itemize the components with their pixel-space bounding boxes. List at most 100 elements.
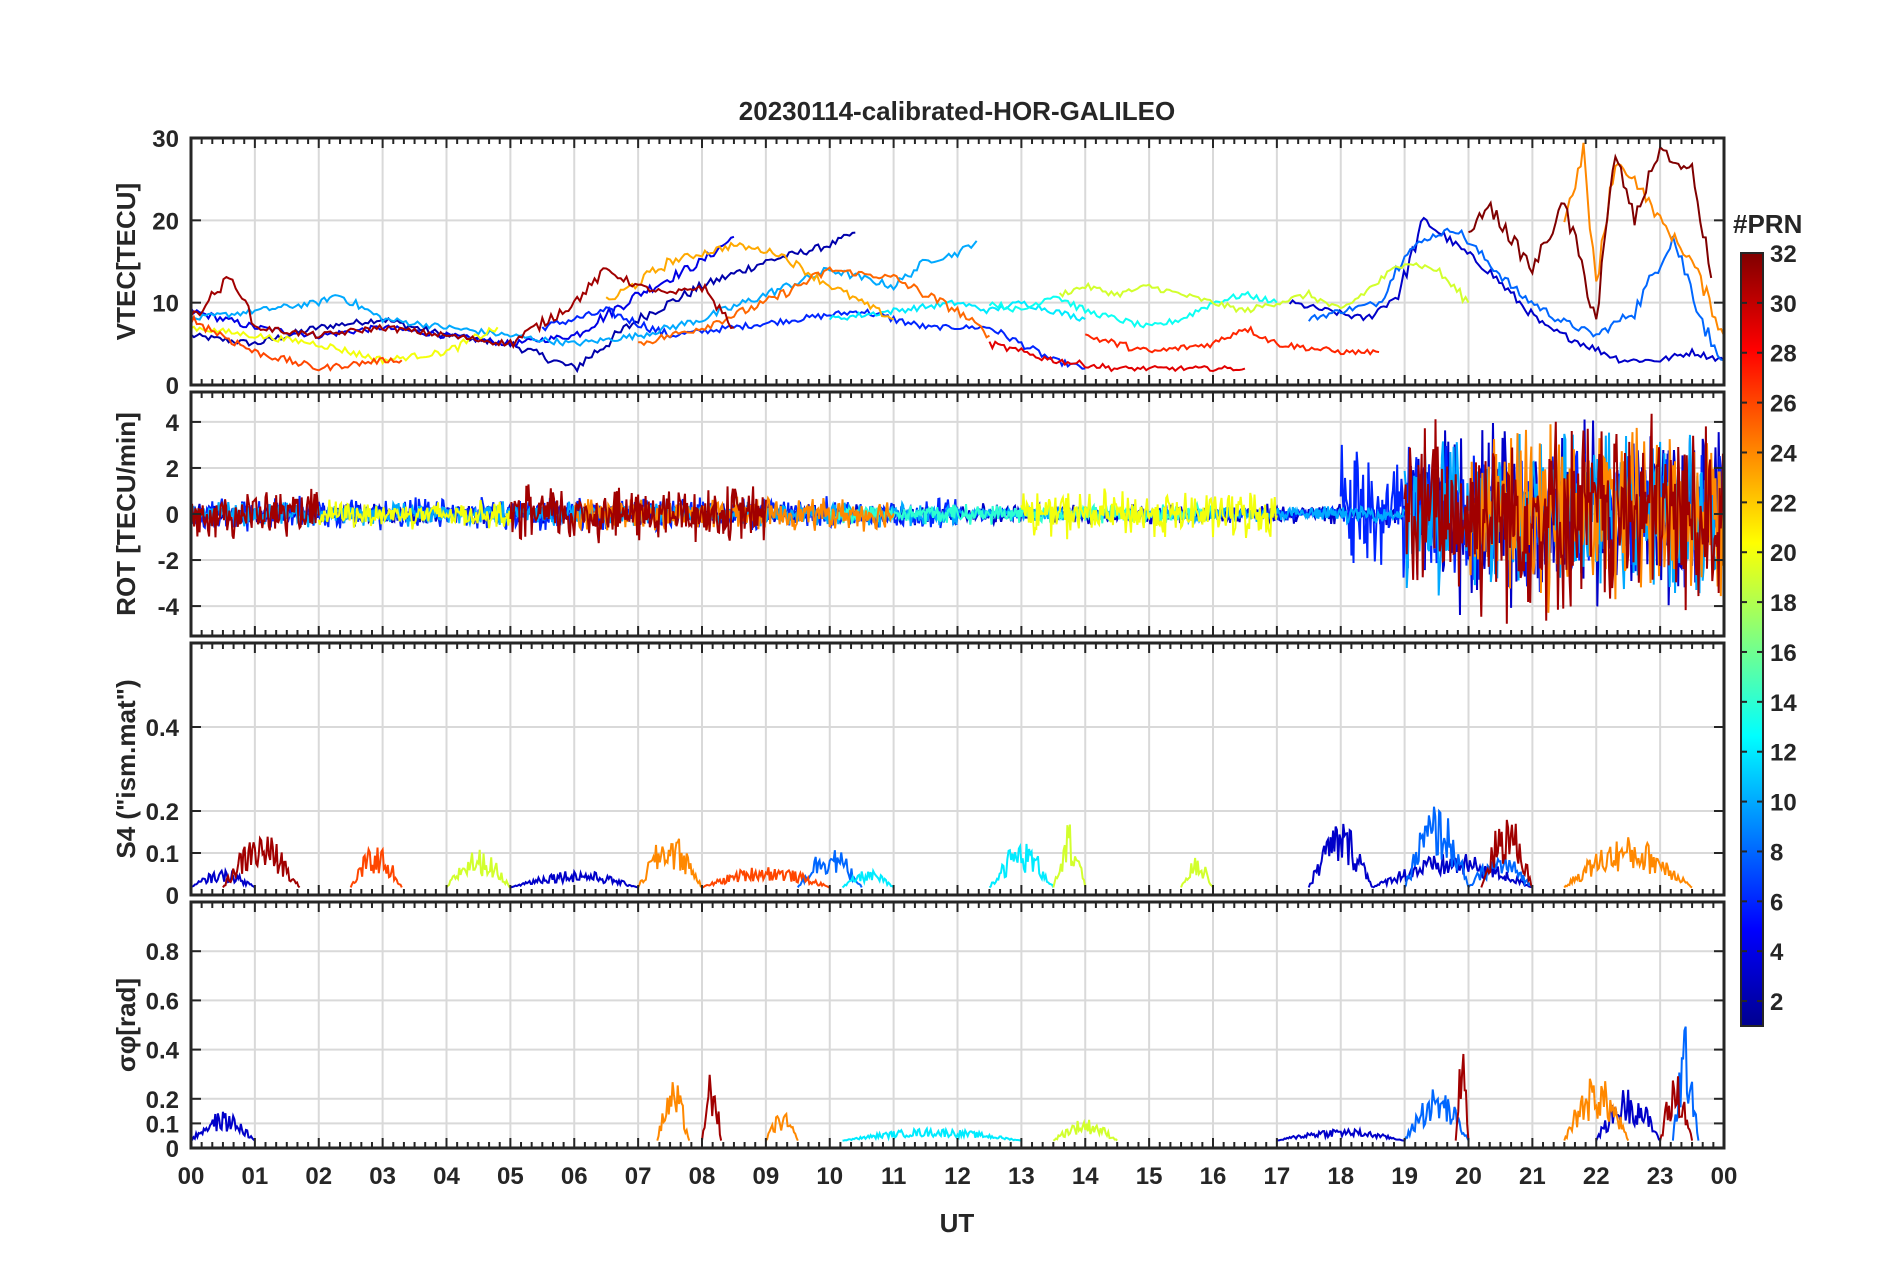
y-tick-label: 0.4	[146, 715, 180, 742]
series-prn-8	[1467, 856, 1534, 889]
series-prn-12	[828, 299, 1086, 322]
x-tick-label: 08	[689, 1163, 716, 1190]
y-axis-label: S4 ("ism.mat")	[111, 679, 141, 858]
x-tick-label: 00	[1711, 1163, 1738, 1190]
y-tick-label: 0.8	[146, 939, 179, 966]
x-tick-label: 14	[1072, 1163, 1099, 1190]
colorbar-gradient	[1740, 252, 1764, 1027]
plot-area	[191, 142, 1724, 374]
x-tick-label: 23	[1647, 1163, 1674, 1190]
series-prn-19	[1180, 857, 1214, 888]
series-prn-20	[1020, 488, 1278, 540]
series-prn-24	[573, 495, 895, 532]
y-tick-label: 0.6	[146, 988, 179, 1015]
y-tick-label: 20	[152, 208, 179, 235]
x-tick-label: 15	[1136, 1163, 1163, 1190]
colorbar-tick-label: 12	[1770, 740, 1797, 767]
series-prn-19	[1058, 262, 1470, 314]
series-prn-32	[1468, 145, 1713, 320]
series-prn-31	[1659, 1076, 1694, 1141]
series-prn-3	[191, 1111, 256, 1142]
plot-area	[191, 1026, 1700, 1142]
series-prn-24	[637, 838, 703, 889]
x-axis-label: UT	[940, 1208, 975, 1238]
y-tick-label: 0.4	[146, 1038, 180, 1065]
y-tick-label: 0	[166, 1136, 179, 1163]
series-prn-20	[317, 499, 512, 530]
series-prn-26	[191, 314, 403, 372]
x-tick-label: 01	[242, 1163, 269, 1190]
series-prn-31	[1454, 1053, 1470, 1141]
colorbar-tick-label: 22	[1770, 490, 1797, 517]
x-tick-label: 17	[1264, 1163, 1291, 1190]
x-tick-label: 22	[1583, 1163, 1610, 1190]
colorbar-tick-label: 32	[1770, 241, 1797, 268]
y-tick-label: 0.1	[146, 1111, 179, 1138]
series-prn-8	[1403, 806, 1470, 888]
x-tick-label: 10	[816, 1163, 843, 1190]
x-tick-label: 20	[1455, 1163, 1482, 1190]
y-tick-label: 2	[166, 456, 179, 483]
series-prn-3	[510, 868, 639, 889]
colorbar-tick-label: 4	[1770, 939, 1784, 966]
series-prn-24	[765, 1111, 799, 1142]
colorbar-tick-label: 14	[1770, 690, 1797, 717]
colorbar-tick-label: 18	[1770, 590, 1797, 617]
y-tick-label: 30	[152, 126, 179, 153]
x-tick-label: 16	[1200, 1163, 1227, 1190]
x-tick-label: 09	[753, 1163, 780, 1190]
colorbar-title: #PRN	[1733, 209, 1802, 239]
series-prn-12	[841, 867, 895, 889]
x-tick-label: 13	[1008, 1163, 1035, 1190]
series-prn-19	[445, 849, 511, 889]
series-prn-20	[191, 325, 499, 366]
x-ticks	[190, 392, 1725, 636]
series-prn-8	[1308, 227, 1724, 362]
series-prn-8	[1671, 1026, 1700, 1141]
series-prn-3	[191, 866, 256, 889]
x-tick-label: 05	[497, 1163, 524, 1190]
y-tick-label: 0.1	[146, 841, 179, 868]
series-prn-3	[1276, 1126, 1405, 1142]
series-prn-24	[1563, 142, 1724, 337]
series-prn-26	[701, 867, 830, 889]
colorbar-tick-label: 6	[1770, 889, 1783, 916]
series-prn-12	[842, 1126, 1022, 1142]
y-tick-label: 0	[166, 373, 179, 400]
x-tick-label: 03	[369, 1163, 396, 1190]
x-ticks	[190, 138, 1725, 385]
y-tick-label: 10	[152, 291, 179, 318]
series-prn-31	[191, 267, 735, 350]
x-tick-label: 21	[1519, 1163, 1546, 1190]
y-axis-label: σφ[rad]	[111, 978, 141, 1072]
panel-vtec: 0 10 20 30 VTEC[TECU]	[111, 126, 1726, 400]
x-tick-label: 06	[561, 1163, 588, 1190]
panel-sigma_phi: 00.10.2 0.4 0.6 0.8σφ[rad] 00 01 02 03 04 05 06 07 0…	[111, 900, 1738, 1190]
series-prn-19	[1052, 1118, 1118, 1142]
series-prn-19	[1052, 824, 1087, 888]
y-tick-label: 4	[166, 410, 180, 437]
series-prn-31	[1480, 819, 1534, 888]
colorbar-tick-label: 30	[1770, 291, 1797, 318]
plot-area	[191, 806, 1693, 889]
chart-title: 20230114-calibrated-HOR-GALILEO	[739, 96, 1175, 126]
colorbar-tick-label: 24	[1770, 440, 1797, 467]
y-axis-label: VTEC[TECU]	[111, 183, 141, 340]
colorbar-tick-label: 28	[1770, 341, 1797, 368]
x-tick-label: 04	[433, 1163, 460, 1190]
series-prn-31	[1403, 413, 1724, 624]
colorbar-tick-label: 8	[1770, 839, 1783, 866]
plot-area	[191, 413, 1724, 624]
x-ticks	[190, 643, 1725, 895]
series-prn-31	[701, 1074, 723, 1141]
y-tick-label: 0.2	[146, 1087, 179, 1114]
y-axis-label: ROT [TECU/min]	[111, 412, 141, 616]
x-tick-label: 07	[625, 1163, 652, 1190]
series-prn-31	[509, 484, 767, 544]
series-prn-3	[1595, 1089, 1661, 1142]
series-prn-3	[1288, 216, 1724, 364]
x-tick-label: 00	[178, 1163, 205, 1190]
series-prn-24	[656, 1082, 691, 1141]
